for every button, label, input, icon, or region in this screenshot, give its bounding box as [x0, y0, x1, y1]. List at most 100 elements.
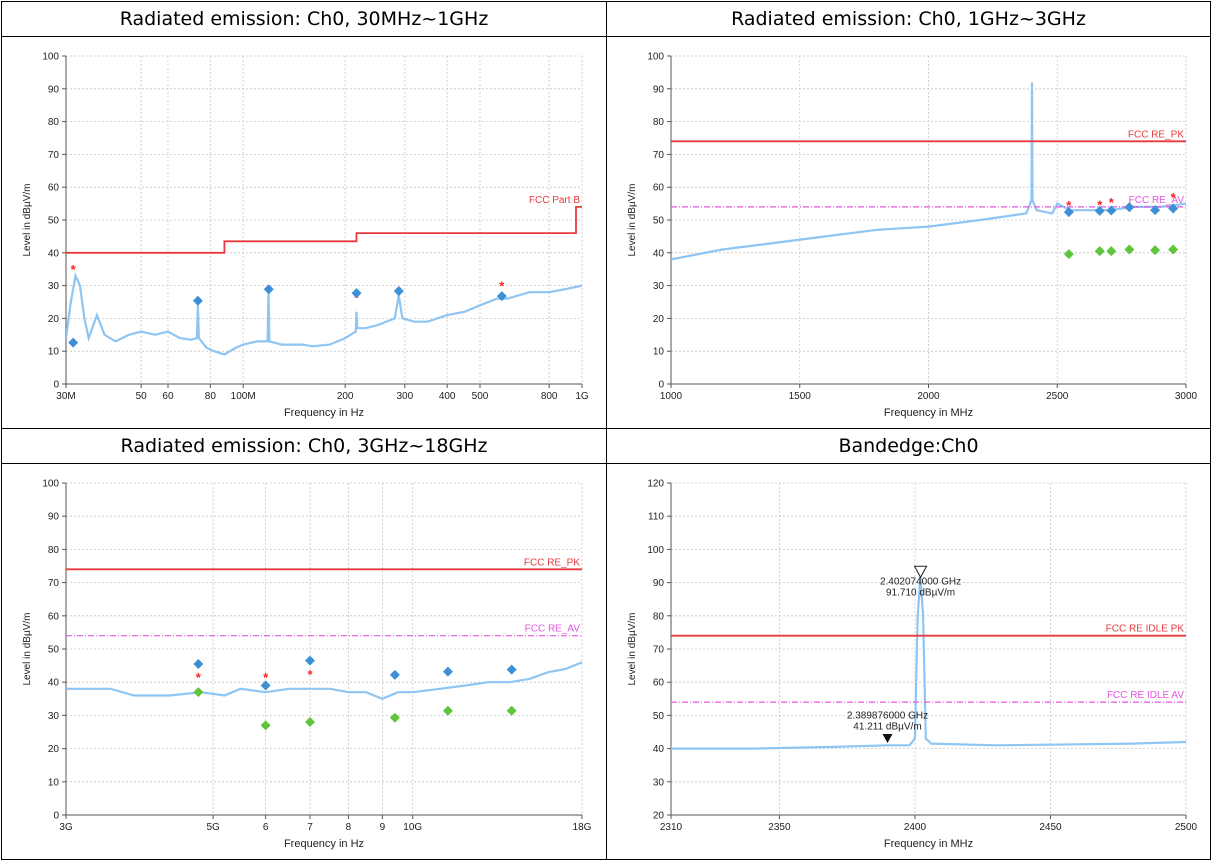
y-tick-label: 50: [653, 216, 665, 227]
y-axis-label: Level in dBµV/m: [627, 183, 638, 256]
average-marker: [260, 720, 271, 731]
x-tick-label: 6: [263, 822, 269, 833]
grid-lines: [65, 482, 583, 816]
quasi-peak-marker: [305, 655, 316, 666]
y-tick-label: 60: [48, 183, 60, 194]
x-tick-label: 50: [136, 391, 148, 402]
peak-marker: *: [196, 670, 202, 685]
peak-marker: *: [307, 667, 313, 682]
y-tick-label: 110: [648, 512, 664, 523]
x-tick-label: 500: [472, 391, 489, 402]
x-tick-label: 10G: [403, 822, 422, 833]
quasi-peak-marker: [506, 664, 517, 675]
y-tick-label: 30: [48, 711, 60, 722]
y-tick-label: 0: [658, 380, 664, 391]
quasi-peak-marker: [496, 291, 507, 302]
y-tick-label: 40: [653, 248, 665, 259]
x-tick-label: 2500: [1175, 822, 1198, 833]
trace-series: [66, 272, 582, 356]
limit-label: FCC RE_AV: [525, 624, 581, 635]
quasi-peak-marker: [260, 680, 271, 691]
peak-marker: *: [71, 262, 77, 277]
quasi-peak-marker: [1106, 205, 1117, 216]
y-tick-label: 20: [48, 314, 60, 325]
quasi-peak-marker: [192, 295, 203, 306]
chart-bandedge: 20 30 40 50 60 70 80 90 100 110 120 2310 2350 2400 245…: [627, 479, 1198, 851]
chart-re-30m-1g: 0 10 20 30 40 50 60 70 80 90 100 30M 50 60 80 100M 200 30…: [22, 52, 589, 420]
y-axis-label: Level in dBµV/m: [22, 183, 33, 256]
grid-lines: [670, 482, 1187, 816]
average-marker: [1063, 249, 1074, 260]
panel-title: Radiated emission: Ch0, 1GHz~3GHz: [607, 2, 1210, 37]
x-tick-label: 30M: [56, 391, 75, 402]
average-marker: [1106, 246, 1117, 257]
peak-marker: *: [1097, 197, 1103, 212]
quasi-peak-marker: [68, 337, 79, 348]
quasi-peak-marker: [1150, 205, 1161, 216]
peak-marker: *: [1066, 198, 1072, 213]
y-tick-label: 30: [653, 281, 665, 292]
x-tick-label: 1G: [575, 391, 589, 402]
x-tick-label: 200: [337, 391, 354, 402]
y-tick-label: 40: [653, 744, 665, 755]
quasi-peak-marker: [351, 288, 362, 299]
y-tick-label: 100: [647, 545, 664, 556]
y-tick-label: 80: [653, 117, 665, 128]
limit-label: FCC RE IDLE AV: [1107, 690, 1184, 701]
y-tick-label: 20: [653, 811, 665, 822]
y-tick-label: 30: [48, 281, 60, 292]
y-tick-label: 50: [48, 216, 60, 227]
y-tick-label: 40: [48, 678, 60, 689]
y-tick-label: 90: [48, 512, 60, 523]
average-marker: [305, 717, 316, 728]
average-marker: [442, 705, 453, 716]
average-marker: [1168, 244, 1179, 255]
x-tick-label: 2450: [1039, 822, 1062, 833]
panel-re-3g-18g: Radiated emission: Ch0, 3GHz~18GHz 0 10 20…: [1, 428, 607, 860]
y-tick-label: 100: [647, 52, 664, 63]
quasi-peak-marker: [442, 666, 453, 677]
quasi-peak-marker: [263, 284, 274, 295]
y-tick-label: 60: [48, 611, 60, 622]
y-tick-label: 90: [653, 578, 665, 589]
average-marker: [389, 712, 400, 723]
trace-series: [671, 576, 1186, 750]
limit-label: FCC Part B: [529, 195, 580, 206]
y-tick-label: 70: [48, 150, 60, 161]
average-marker: [1124, 244, 1135, 255]
chart-re-3g-18g: 0 10 20 30 40 50 60 70 80 90 100 3G 5G 6 7 8 9 10G 18G Freq…: [22, 479, 592, 851]
limit-label: FCC RE_PK: [1128, 129, 1184, 140]
panel-title: Radiated emission: Ch0, 3GHz~18GHz: [2, 429, 606, 464]
x-tick-label: 5G: [206, 822, 220, 833]
peak-marker: *: [1171, 190, 1177, 205]
x-tick-label: 9: [380, 822, 386, 833]
quasi-peak-marker: [389, 669, 400, 680]
y-tick-label: 20: [653, 314, 665, 325]
delta-marker: [913, 565, 928, 579]
x-tick-label: 60: [162, 391, 174, 402]
x-tick-label: 1500: [789, 391, 812, 402]
y-tick-label: 10: [48, 347, 60, 358]
y-tick-label: 70: [653, 645, 665, 656]
x-tick-label: 3G: [59, 822, 73, 833]
average-marker: [193, 687, 204, 698]
limit-line: [66, 205, 582, 254]
y-tick-label: 80: [48, 117, 60, 128]
limit-label: FCC RE IDLE PK: [1106, 624, 1185, 635]
peak-marker: *: [1109, 195, 1115, 210]
y-tick-label: 100: [42, 52, 59, 63]
panel-re-30m-1g: Radiated emission: Ch0, 30MHz~1GHz 0 10 20…: [1, 1, 607, 429]
y-tick-label: 10: [48, 777, 60, 788]
x-tick-label: 2400: [904, 822, 927, 833]
average-marker: [1094, 246, 1105, 257]
x-axis-label: Frequency in Hz: [284, 838, 364, 850]
y-tick-label: 70: [48, 578, 60, 589]
x-tick-label: 100M: [231, 391, 256, 402]
y-tick-label: 80: [48, 545, 60, 556]
y-tick-label: 0: [53, 380, 59, 391]
average-marker: [506, 705, 517, 716]
y-tick-label: 100: [42, 479, 59, 490]
x-tick-label: 1000: [660, 391, 683, 402]
x-tick-label: 2310: [660, 822, 683, 833]
